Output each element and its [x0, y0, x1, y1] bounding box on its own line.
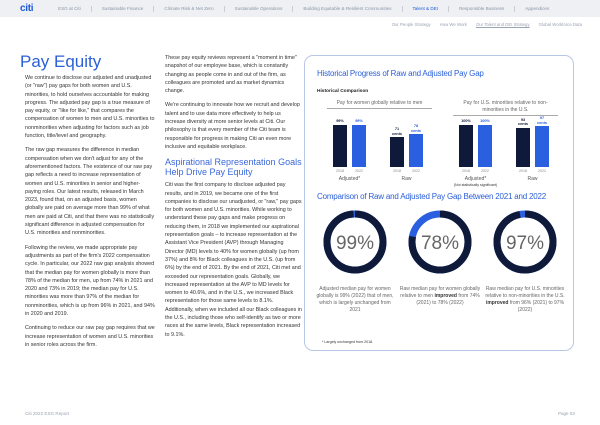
- footer-page: Page 53: [557, 411, 575, 416]
- citi-logo[interactable]: citi: [20, 3, 34, 14]
- pay-gap-card: Historical Progress of Raw and Adjusted …: [304, 55, 574, 351]
- left-paragraph-2: The raw gap measures the difference in m…: [25, 147, 155, 237]
- year-label: 2018: [393, 169, 401, 173]
- left-paragraph-4: Continuing to reduce our raw pay gap req…: [25, 325, 155, 348]
- donut-label: 97%: [506, 233, 544, 254]
- year-label: 2022: [538, 169, 546, 173]
- middle-paragraph-2: We're continuing to innovate how we recr…: [165, 102, 300, 150]
- bar-data-label: 97 cents: [537, 116, 547, 125]
- group-header: Pay for women globally relative to men: [327, 100, 432, 109]
- middle-paragraph-1: These pay equity reviews represent a "mo…: [165, 55, 297, 95]
- nav-item[interactable]: Sustainable Operations: [223, 5, 293, 12]
- comparison-title: Comparison of Raw and Adjusted Pay Gap B…: [317, 192, 547, 201]
- bar-data-label: 93 cents: [518, 117, 528, 127]
- footnote: * Largely unchanged from 2018.: [322, 340, 374, 344]
- bar: [478, 125, 492, 167]
- page-title: Pay Equity: [20, 52, 102, 71]
- subnav-item[interactable]: How We Work: [439, 22, 467, 27]
- nav-items: ESG at Citi Sustainable Finance Climate Ri…: [48, 0, 559, 17]
- donut-label: 78%: [421, 233, 459, 254]
- bar-data-label: 100%: [461, 119, 471, 123]
- caption-text: Adjusted median pay for women globally i…: [316, 286, 394, 313]
- caption-bold: improved: [434, 293, 457, 299]
- footer-report: Citi 2022 ESG Report: [25, 411, 70, 416]
- nav-item[interactable]: Responsible Business: [448, 5, 514, 12]
- year-label: 2022: [412, 169, 420, 173]
- donut-caption: Raw median pay for women globally relati…: [399, 286, 481, 307]
- group-header: Pay for U.S. minorities relative to non-…: [453, 100, 558, 116]
- caption-text: Raw median pay for women globally relati…: [399, 286, 481, 299]
- donut-charts: 99% 78% 97%: [323, 210, 557, 274]
- subgroup-label: Adjusted*: [464, 176, 487, 182]
- donut: 78%: [408, 210, 472, 274]
- donut: 97%: [493, 210, 557, 274]
- donut-label: 99%: [336, 233, 374, 254]
- subnav-item[interactable]: Global Workforce Data: [538, 22, 582, 27]
- bar-data-label: 99%: [355, 119, 363, 124]
- nav-item[interactable]: ESG at Citi: [58, 5, 81, 11]
- bar: [333, 125, 347, 167]
- bar: [409, 134, 423, 167]
- subgroup-label: Raw: [401, 176, 412, 182]
- middle-paragraph-3: Citi was the first company to disclose a…: [165, 182, 302, 338]
- card-title: Historical Progress of Raw and Adjusted …: [317, 69, 484, 78]
- donut-caption: Adjusted median pay for women globally i…: [314, 286, 396, 314]
- donut: 99%: [323, 210, 387, 274]
- caption-text: from 74% (2021) to 78% (2022): [416, 293, 480, 306]
- donut-value-arc: [408, 210, 472, 274]
- nav-item[interactable]: Climate Risk & Net Zero: [153, 5, 223, 12]
- left-column: We continue to disclose our adjusted and…: [25, 74, 155, 349]
- nav-item[interactable]: Talent & DEI: [401, 5, 449, 12]
- subgroup-label: Raw: [527, 176, 538, 182]
- caption-text: from 96% (2021) to 97% (2022): [508, 300, 565, 313]
- left-paragraph-1: We continue to disclose our adjusted and…: [25, 75, 155, 140]
- year-label: 2022: [481, 169, 489, 173]
- caption-text: Raw median pay for U.S. minorities relat…: [485, 286, 565, 299]
- year-label: 2018: [462, 169, 470, 173]
- bar-data-label: 100%: [480, 119, 490, 123]
- bar-data-label: 78 cents: [411, 124, 421, 133]
- bar: [535, 126, 549, 167]
- caption-bold: improved: [485, 300, 509, 306]
- nav-item[interactable]: Sustainable Finance: [90, 5, 154, 12]
- nav-item[interactable]: Building Equitable & Resilient Communiti…: [292, 5, 401, 12]
- donut-caption: Raw median pay for U.S. minorities relat…: [484, 286, 566, 314]
- subgroup-note: (Not statistically significant): [453, 183, 498, 187]
- left-paragraph-3: Following the review, we made appropriat…: [25, 244, 155, 318]
- section-heading: Aspirational Representation Goals Help D…: [165, 157, 302, 177]
- bar-data-label: 71 cents: [392, 127, 402, 136]
- year-label: 2018: [519, 169, 527, 173]
- bar-data-label: 99%: [336, 119, 344, 124]
- subnav-item[interactable]: Our People Strategy: [391, 22, 431, 27]
- card-subtitle: Historical Comparison: [317, 89, 369, 94]
- donut-value-arc: [323, 210, 387, 274]
- bar: [459, 125, 473, 167]
- donut-value-arc: [493, 210, 557, 274]
- subnav-item[interactable]: Our Talent and DEI Strategy: [475, 22, 530, 27]
- bar: [516, 127, 530, 167]
- nav-item[interactable]: Appendices: [514, 5, 559, 12]
- top-nav: citi ESG at Citi Sustainable Finance Clima…: [0, 0, 600, 17]
- year-label: 2018: [336, 169, 344, 173]
- year-label: 2022: [355, 169, 363, 173]
- bar: [390, 137, 404, 167]
- middle-column: These pay equity reviews represent a "mo…: [165, 54, 302, 339]
- subgroup-label: Adjusted*: [338, 176, 361, 182]
- sub-nav: Our People Strategy How We Work Our Talent…: [392, 22, 582, 27]
- bar: [352, 125, 366, 167]
